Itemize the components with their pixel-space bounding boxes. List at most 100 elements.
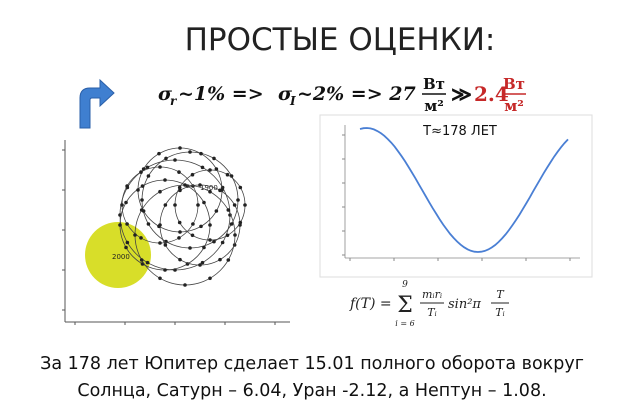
symbol: σ bbox=[278, 83, 293, 105]
unit-num: Вт bbox=[423, 75, 445, 93]
orbit-dot bbox=[124, 245, 128, 250]
orbit-loop bbox=[121, 166, 199, 244]
orbit-dot bbox=[226, 258, 231, 262]
orbit-dot bbox=[183, 183, 187, 187]
orbit-dot bbox=[208, 168, 212, 172]
orbit-dot bbox=[158, 189, 162, 194]
text: 9 bbox=[402, 280, 408, 290]
text: Tᵢ bbox=[427, 306, 437, 319]
orbit-dot bbox=[228, 213, 232, 217]
sun-zone bbox=[85, 222, 151, 288]
orbit-dot bbox=[200, 165, 205, 170]
orbit-dot bbox=[190, 233, 195, 238]
orbit-dot bbox=[178, 257, 182, 262]
formula: f(T) = 9 Σ i = 6 mᵢrᵢ Tᵢ sin²π T Tᵢ bbox=[349, 280, 509, 328]
orbit-dot bbox=[136, 188, 140, 192]
orbit-dot bbox=[208, 276, 212, 281]
text: T bbox=[496, 288, 505, 301]
orbit-dot bbox=[232, 203, 237, 207]
orbit-dot bbox=[178, 230, 182, 234]
orbit-dot bbox=[177, 185, 182, 190]
text: f(T) = bbox=[349, 296, 392, 312]
relation: ≫ bbox=[451, 82, 472, 106]
orbit-dot bbox=[163, 243, 168, 247]
period-curve bbox=[359, 127, 569, 253]
text: sin²π bbox=[448, 297, 481, 312]
unit-den: м² bbox=[424, 97, 444, 115]
orbit-dot bbox=[202, 245, 206, 250]
plot-frame bbox=[319, 114, 593, 278]
orbit-dot bbox=[214, 209, 219, 213]
orbit-dot bbox=[199, 224, 203, 229]
orbit-dot bbox=[177, 170, 181, 174]
orbit-dot bbox=[163, 178, 167, 182]
orbit-dot bbox=[238, 185, 243, 190]
orbit-dot bbox=[140, 184, 145, 188]
orbit-dot bbox=[229, 222, 234, 226]
orbit-dot bbox=[158, 165, 162, 169]
period-plot: T≈178 ЛЕТ bbox=[319, 114, 593, 278]
unit: Вт м² bbox=[422, 75, 446, 115]
unit: Вт м² bbox=[502, 75, 526, 115]
orbit-dot bbox=[177, 236, 181, 240]
orbit-dot bbox=[164, 156, 168, 161]
orbit-dot bbox=[208, 223, 212, 227]
orbit-dot bbox=[120, 203, 124, 207]
text: Tᵢ bbox=[495, 306, 505, 319]
orbit-dot bbox=[190, 172, 195, 177]
orbit-dot bbox=[157, 151, 161, 156]
text: i = 6 bbox=[395, 319, 414, 328]
orbit-dot bbox=[125, 184, 129, 188]
orbit-dot bbox=[145, 165, 150, 170]
orbit-dot bbox=[243, 203, 247, 207]
orbit-dot bbox=[146, 174, 151, 178]
orbit-dot bbox=[191, 222, 195, 226]
orbit-dot bbox=[196, 203, 200, 207]
orbit-dot bbox=[225, 233, 230, 238]
unit-den: м² bbox=[504, 97, 524, 115]
orbit-dot bbox=[212, 156, 216, 161]
plot-title: T≈178 ЛЕТ bbox=[422, 124, 497, 139]
label: 1900 bbox=[200, 184, 218, 192]
orbit-dot bbox=[139, 170, 143, 174]
subscript: r bbox=[170, 94, 178, 108]
unit-num: Вт bbox=[503, 75, 525, 93]
orbit-dot bbox=[163, 268, 167, 272]
text: ~2% => 27 bbox=[297, 83, 416, 105]
orbit-dot bbox=[125, 222, 129, 226]
text: ~1% => bbox=[178, 83, 264, 105]
orbit-dot bbox=[183, 283, 187, 287]
orbit-dot bbox=[173, 158, 177, 162]
orbit-dot bbox=[124, 200, 128, 205]
orbit-dot bbox=[202, 200, 206, 205]
symbol: σ bbox=[158, 83, 173, 105]
orbit-dot bbox=[198, 263, 202, 267]
caption: Солнца, Сатурн – 6.04, Уран -2.12, а Неп… bbox=[77, 381, 546, 401]
orbit-dot bbox=[225, 172, 230, 177]
orbit-dot bbox=[198, 183, 202, 187]
caption: За 178 лет Юпитер сделает 15.01 полного … bbox=[40, 354, 584, 374]
orbit-dot bbox=[173, 203, 177, 207]
orbit-dot bbox=[220, 188, 224, 192]
text: mᵢrᵢ bbox=[422, 288, 442, 301]
estimate: σ r ~1% => σ I ~2% => 27 bbox=[158, 83, 416, 108]
orbit-dot bbox=[140, 198, 144, 202]
orbit-dot bbox=[188, 150, 192, 154]
orbit-dot bbox=[214, 167, 219, 171]
text: Σ bbox=[397, 293, 413, 318]
orbit-dot bbox=[238, 220, 243, 225]
orbit-dot bbox=[188, 246, 192, 250]
orbit-dot bbox=[178, 188, 182, 193]
arrow-icon bbox=[79, 78, 115, 129]
orbit-dot bbox=[157, 224, 161, 229]
orbit-dot bbox=[199, 151, 203, 156]
orbit-loop bbox=[134, 184, 236, 286]
orbit-dot bbox=[139, 236, 143, 240]
orbit-dot bbox=[158, 241, 162, 245]
orbit-dot bbox=[233, 233, 237, 237]
subscript: I bbox=[289, 94, 296, 108]
orbit-dot bbox=[212, 239, 216, 244]
orbit-dot bbox=[208, 238, 212, 242]
orbit-dot bbox=[208, 189, 212, 194]
